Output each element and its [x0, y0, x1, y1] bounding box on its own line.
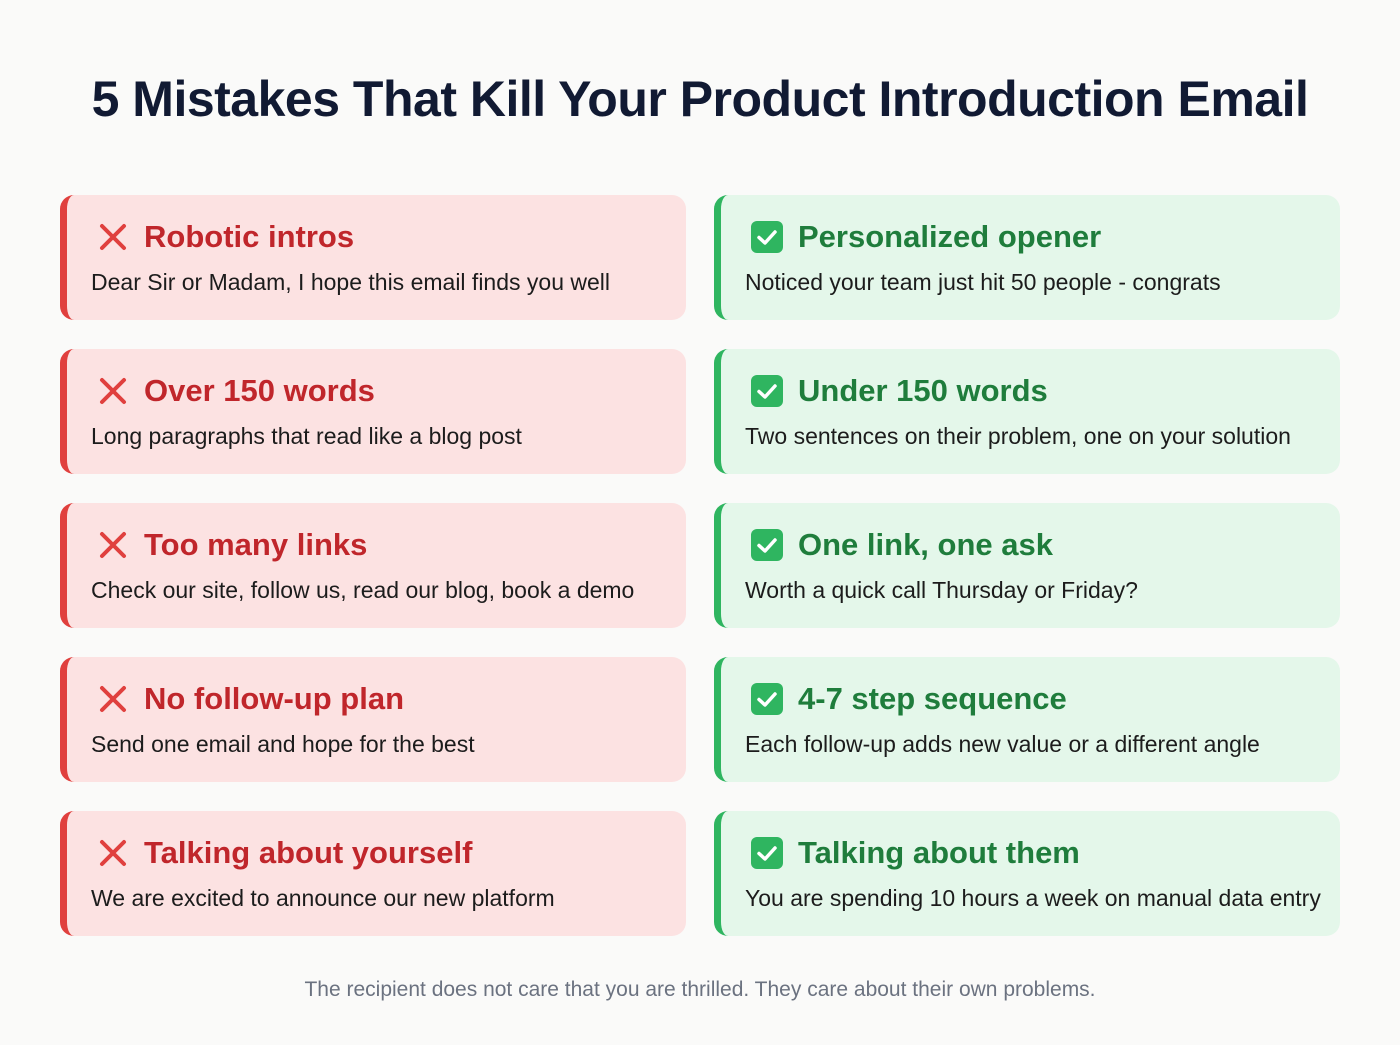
mistake-heading: Talking about yourself [144, 835, 473, 870]
mistake-heading-row: No follow-up plan [97, 681, 404, 717]
fix-text: Noticed your team just hit 50 people - c… [745, 269, 1221, 295]
x-icon [97, 529, 129, 561]
fix-text: Worth a quick call Thursday or Friday? [745, 577, 1138, 603]
mistake-heading: Too many links [144, 527, 368, 562]
x-icon [97, 837, 129, 869]
mistake-card: Too many links Check our site, follow us… [60, 503, 686, 628]
fix-card: One link, one ask Worth a quick call Thu… [714, 503, 1340, 628]
fix-heading-row: Talking about them [751, 835, 1080, 871]
mistake-heading: No follow-up plan [144, 681, 405, 716]
fix-heading-row: Personalized opener [751, 219, 1101, 255]
mistake-card: Robotic intros Dear Sir or Madam, I hope… [60, 195, 686, 320]
fix-text: You are spending 10 hours a week on manu… [745, 885, 1321, 911]
mistake-card: Over 150 words Long paragraphs that read… [60, 349, 686, 474]
mistake-heading-row: Talking about yourself [97, 835, 472, 871]
mistake-text: Long paragraphs that read like a blog po… [91, 423, 522, 449]
fix-heading: Under 150 words [798, 373, 1048, 408]
fix-text: Each follow-up adds new value or a diffe… [745, 731, 1260, 757]
footer-note: The recipient does not care that you are… [304, 978, 1096, 1001]
mistake-card: Talking about yourself We are excited to… [60, 811, 686, 936]
mistake-heading: Robotic intros [144, 219, 355, 254]
mistake-text: We are excited to announce our new platf… [91, 885, 555, 911]
check-icon [751, 837, 783, 869]
fix-heading: Personalized opener [798, 219, 1102, 254]
check-icon [751, 375, 783, 407]
fix-heading-row: Under 150 words [751, 373, 1048, 409]
fix-heading: 4-7 step sequence [798, 681, 1067, 716]
check-icon [751, 529, 783, 561]
mistake-heading-row: Too many links [97, 527, 367, 563]
mistake-card: No follow-up plan Send one email and hop… [60, 657, 686, 782]
mistake-heading: Over 150 words [144, 373, 375, 408]
fix-card: Personalized opener Noticed your team ju… [714, 195, 1340, 320]
x-icon [97, 375, 129, 407]
fix-heading: One link, one ask [798, 527, 1053, 562]
fix-heading-row: 4-7 step sequence [751, 681, 1067, 717]
fix-card: Talking about them You are spending 10 h… [714, 811, 1340, 936]
fix-heading: Talking about them [798, 835, 1080, 870]
fix-card: Under 150 words Two sentences on their p… [714, 349, 1340, 474]
fix-text: Two sentences on their problem, one on y… [745, 423, 1291, 449]
mistake-text: Check our site, follow us, read our blog… [91, 577, 635, 603]
check-icon [751, 221, 783, 253]
check-icon [751, 683, 783, 715]
fix-heading-row: One link, one ask [751, 527, 1053, 563]
x-icon [97, 221, 129, 253]
mistake-text: Send one email and hope for the best [91, 731, 475, 757]
mistake-text: Dear Sir or Madam, I hope this email fin… [91, 269, 610, 295]
mistake-heading-row: Robotic intros [97, 219, 354, 255]
mistake-heading-row: Over 150 words [97, 373, 375, 409]
page-title: 5 Mistakes That Kill Your Product Introd… [91, 71, 1309, 127]
x-icon [97, 683, 129, 715]
fix-card: 4-7 step sequence Each follow-up adds ne… [714, 657, 1340, 782]
